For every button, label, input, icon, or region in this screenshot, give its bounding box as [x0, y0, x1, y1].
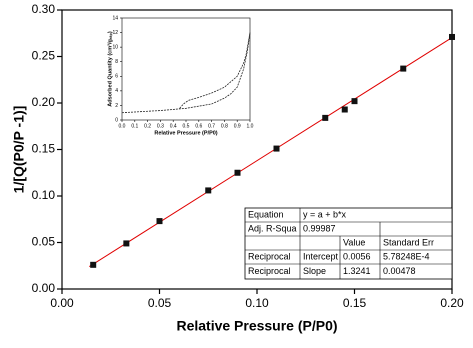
x-tick-label: 0.7: [208, 123, 215, 129]
x-tick-label: 0.0: [119, 123, 126, 129]
table-cell: Slope: [303, 266, 326, 276]
y-tick-label: 0.15: [32, 142, 56, 156]
x-tick-label: 0.15: [343, 296, 367, 310]
table-cell: Equation: [248, 209, 284, 219]
y-tick-label: 0.25: [32, 49, 56, 63]
y-tick-label: 0.00: [32, 281, 56, 295]
data-point: [205, 187, 212, 194]
data-point: [123, 240, 130, 247]
data-point: [449, 33, 455, 40]
x-tick-label: 0.9: [234, 123, 241, 129]
table-cell: Adj. R-Squa: [248, 223, 297, 233]
series-line: [89, 37, 453, 268]
y-tick-label: 0.05: [32, 235, 56, 249]
x-tick-label: 0.3: [157, 123, 164, 129]
table-cell: y = a + b*x: [303, 209, 347, 219]
y-tick-label: 10: [112, 44, 118, 50]
series-line: [121, 32, 251, 114]
y-tick-label: 2: [115, 103, 118, 109]
table-cell: 0.00478: [383, 266, 416, 276]
x-tick-label: 0.5: [183, 123, 190, 129]
x-tick-label: 0.6: [195, 123, 202, 129]
y-tick-label: 0: [115, 117, 118, 123]
y-axis-title: 1/[Q(P0/P -1)]: [11, 106, 27, 194]
x-tick-label: 1.0: [247, 123, 254, 129]
x-tick-label: 0.00: [50, 296, 74, 310]
table-cell: Reciprocal: [248, 251, 291, 261]
x-tick-label: 0.8: [221, 123, 228, 129]
data-point: [341, 106, 348, 113]
table-cell: Standard Err: [383, 237, 434, 247]
data-point: [322, 114, 329, 121]
y-tick-label: 6: [115, 74, 118, 80]
series-line: [179, 32, 251, 109]
y-tick-label: 0.20: [32, 95, 56, 109]
x-tick-label: 0.20: [440, 296, 464, 310]
table-cell: 1.3241: [343, 266, 371, 276]
table-cell: 5.78248E-4: [383, 251, 430, 261]
table-cell: 0.99987: [303, 223, 336, 233]
table-cell: Value: [343, 237, 365, 247]
x-axis-title: Relative Pressure (P/P0): [176, 318, 337, 334]
data-point: [400, 65, 407, 72]
x-axis-title: Relative Pressure (P/P0): [154, 130, 217, 136]
data-point: [156, 218, 163, 225]
x-tick-label: 0.10: [245, 296, 269, 310]
data-point: [273, 145, 280, 152]
data-point: [234, 169, 241, 176]
data-point: [351, 98, 358, 105]
table-bg: [244, 207, 453, 280]
table-cell: 0.0056: [343, 251, 371, 261]
x-tick-label: 0.1: [131, 123, 138, 129]
y-tick-label: 8: [115, 59, 118, 65]
y-tick-label: 0.10: [32, 188, 56, 202]
y-tick-label: 12: [112, 30, 118, 36]
x-tick-label: 0.05: [148, 296, 172, 310]
plot-frame: [121, 17, 251, 121]
y-tick-label: 4: [115, 88, 118, 94]
y-axis-title: Adsorbed Quantity (cm³/gₛₜₚ): [106, 31, 113, 107]
x-tick-label: 0.4: [170, 123, 177, 129]
y-tick-label: 0.30: [32, 2, 56, 16]
data-point: [90, 261, 97, 268]
y-tick-label: 14: [112, 15, 118, 21]
x-tick-label: 0.2: [144, 123, 151, 129]
table-cell: Intercept: [303, 251, 339, 261]
table-cell: Reciprocal: [248, 266, 291, 276]
